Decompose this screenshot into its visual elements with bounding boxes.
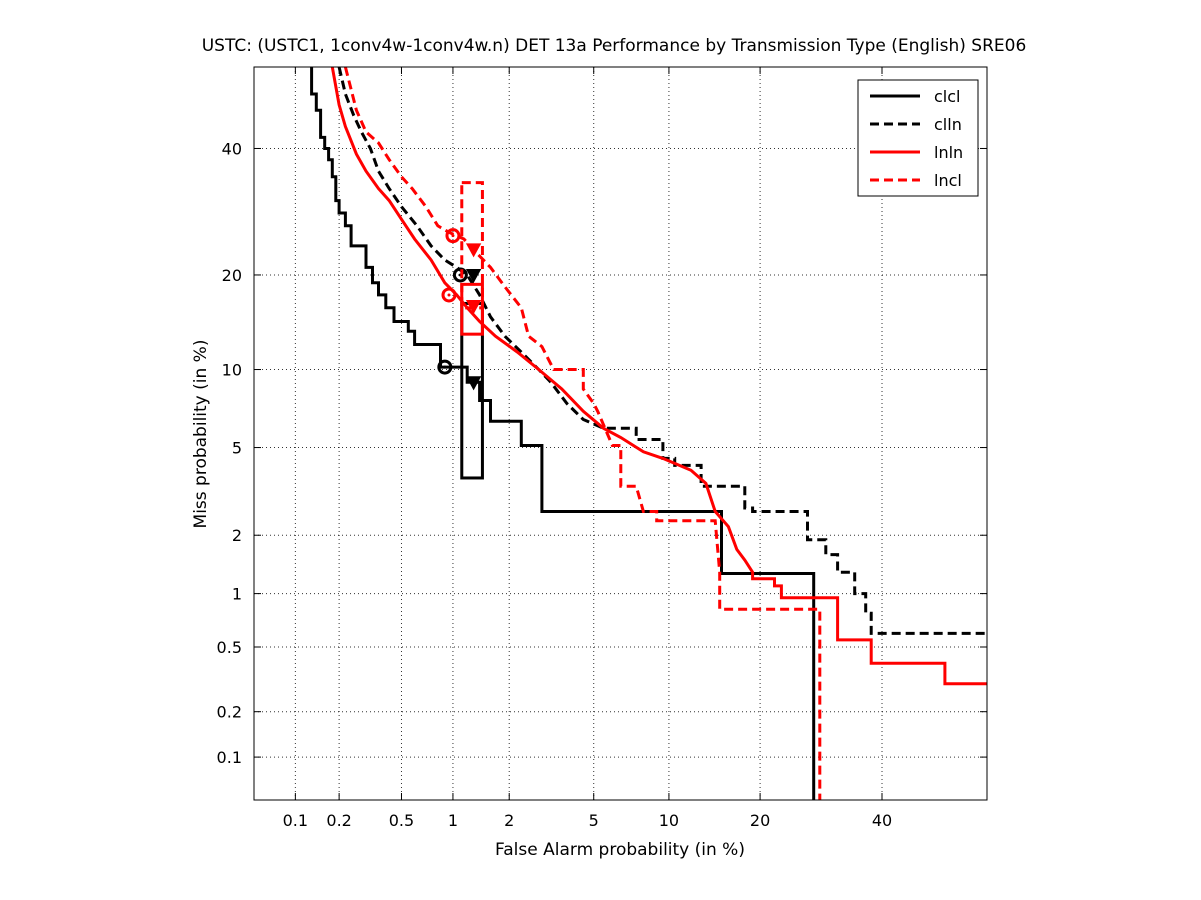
x-tick-label: 0.1 xyxy=(283,811,308,830)
min-dcf-marker-clcl xyxy=(465,376,482,391)
x-tick-label: 5 xyxy=(589,811,599,830)
act-dcf-marker-clln xyxy=(452,267,468,283)
y-tick-label: 0.1 xyxy=(217,748,242,767)
legend: clcl clln lnln lncl xyxy=(857,79,979,197)
legend-box xyxy=(857,79,979,197)
act-dcf-dot-clcl xyxy=(443,365,447,369)
y-tick-label: 20 xyxy=(222,266,242,285)
act-dcf-dot-lncl xyxy=(451,234,455,238)
y-tick-label: 0.2 xyxy=(217,703,242,722)
x-tick-label: 20 xyxy=(750,811,770,830)
act-dcf-marker-lnln xyxy=(441,287,457,303)
legend-label-lnln: lnln xyxy=(934,143,963,162)
y-axis-label: Miss probability (in %) xyxy=(191,340,211,529)
y-tick-label: 5 xyxy=(232,439,242,458)
x-tick-label: 0.2 xyxy=(326,811,351,830)
min-dcf-marker-clln xyxy=(465,268,482,284)
act-dcf-marker-clcl xyxy=(437,359,453,375)
x-tick-label: 40 xyxy=(872,811,892,830)
plot-series xyxy=(310,67,987,800)
ci-box-lncl xyxy=(460,181,484,310)
x-tick-label: 10 xyxy=(659,811,679,830)
x-tick-label: 1 xyxy=(448,811,458,830)
series-line-clln xyxy=(337,67,987,635)
x-tick-label: 0.5 xyxy=(389,811,414,830)
min-dcf-marker-lncl xyxy=(465,243,482,258)
act-dcf-dot-lnln xyxy=(447,293,451,297)
x-axis-label: False Alarm probability (in %) xyxy=(495,840,745,860)
y-tick-label: 0.5 xyxy=(217,638,242,657)
legend-label-lncl: lncl xyxy=(934,171,962,190)
series-line-lnln xyxy=(330,67,987,686)
series-line-clcl xyxy=(310,67,816,800)
legend-label-clcl: clcl xyxy=(934,87,960,106)
chart-title: USTC: (USTC1, 1conv4w-1conv4w.n) DET 13a… xyxy=(202,36,1027,56)
plot-frame xyxy=(253,66,988,801)
y-tick-label: 1 xyxy=(232,585,242,604)
axis-ticks: 0.1 0.2 0.5 1 2 5 10 20 40 0.1 0.2 0.5 1 2 5 10 20 40 xyxy=(217,67,987,830)
series-line-lncl xyxy=(343,67,822,800)
y-tick-label: 10 xyxy=(222,361,242,380)
x-tick-label: 2 xyxy=(504,811,514,830)
act-dcf-marker-lncl xyxy=(445,228,461,244)
legend-label-clln: clln xyxy=(934,115,962,134)
y-tick-label: 2 xyxy=(232,526,242,545)
y-tick-label: 40 xyxy=(222,139,242,158)
